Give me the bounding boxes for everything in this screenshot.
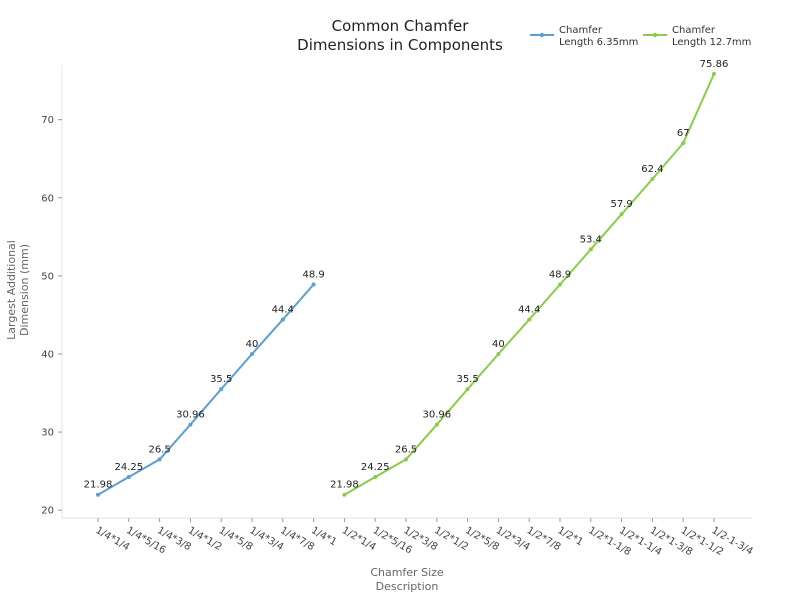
data-point[interactable] [96,492,100,497]
x-tick-label: 1/4*3/4 [248,525,286,553]
legend-swatch-marker [539,32,545,38]
x-tick-label: 1/4*7/8 [278,525,316,553]
data-point[interactable] [219,387,224,392]
chart-title-line: Common Chamfer [332,17,470,35]
series-line-2 [343,73,715,496]
x-tick-label: 1/2*5/8 [463,525,501,553]
series-layer [96,71,716,497]
data-point[interactable] [681,141,686,146]
data-point[interactable] [126,474,131,479]
data-point[interactable] [250,351,254,356]
data-label: 44.4 [272,305,294,316]
chart-title-line: Dimensions in Components [297,36,503,54]
data-label: 26.5 [148,444,170,455]
y-tick-label: 50 [41,271,54,282]
x-tick-label: 1/2*7/8 [525,525,563,553]
legend-label: Chamfer Length 12.7mm [672,25,751,48]
data-point[interactable] [434,422,439,427]
data-point[interactable] [588,247,593,252]
data-label: 75.86 [700,59,729,70]
legend-item-2[interactable]: Chamfer Length 12.7mm [643,25,751,48]
data-point[interactable] [527,317,532,322]
data-point[interactable] [342,492,347,497]
data-point[interactable] [712,71,716,76]
data-point[interactable] [280,317,285,322]
legend-label: Chamfer Length 6.35mm [559,25,638,48]
legend-item-1[interactable]: Chamfer Length 6.35mm [530,25,638,48]
data-label: 24.25 [114,462,143,473]
data-point[interactable] [404,457,408,462]
y-tick-label: 40 [41,349,54,360]
legend-label-line: Chamfer [672,25,716,36]
data-label: 30.96 [422,410,451,421]
data-point[interactable] [188,422,193,427]
x-axis-label-line: Chamfer Size [370,566,444,579]
data-label: 21.98 [84,480,113,491]
y-axis-label-line: Dimension (mm) [18,244,31,336]
data-label: 53.4 [580,234,602,245]
labels-layer: 21.9824.2526.530.9635.54044.448.921.9824… [84,59,729,491]
axes: 2030405060701/4*1/41/4*5/161/4*3/81/4*1/… [5,65,755,593]
data-label: 67 [677,128,690,139]
data-label: 24.25 [361,462,390,473]
data-point[interactable] [619,212,624,217]
x-tick-label: 1/2*1/2 [432,525,470,553]
data-point[interactable] [157,457,162,462]
y-axis-label-line: Largest Additional [5,240,18,340]
x-axis-label: Chamfer Size Description [370,566,444,593]
x-tick-label: 1/4*1/4 [94,525,132,553]
data-point[interactable] [465,387,470,392]
data-label: 48.9 [549,269,571,280]
data-label: 40 [492,339,505,350]
data-point[interactable] [558,282,562,287]
data-point[interactable] [373,474,378,479]
data-label: 26.5 [395,444,417,455]
x-tick-label: 1/4*1/2 [186,525,224,553]
data-label: 48.9 [302,269,324,280]
x-axis-label-line: Description [376,580,439,593]
data-label: 21.98 [330,480,359,491]
data-label: 35.5 [456,374,478,385]
data-point[interactable] [496,351,501,356]
data-point[interactable] [650,177,655,182]
y-tick-label: 60 [41,193,54,204]
data-label: 44.4 [518,305,540,316]
x-tick-label: 1/2*3/4 [494,525,532,553]
y-tick-label: 30 [41,428,54,439]
legend-label-line: Chamfer [559,25,603,36]
titles: Common Chamfer Dimensions in Components [297,17,503,54]
data-label: 35.5 [210,374,232,385]
data-label: 40 [246,339,259,350]
data-point[interactable] [311,282,316,287]
chart-title: Common Chamfer Dimensions in Components [297,17,503,54]
y-tick-label: 20 [41,506,54,517]
y-tick-label: 70 [41,115,54,126]
data-label: 62.4 [641,164,663,175]
data-label: 30.96 [176,410,205,421]
series-line-1 [97,283,315,496]
legend-label-line: Length 12.7mm [672,37,751,48]
x-tick-label: 1/4*5/8 [217,525,255,553]
legend-swatch-marker [652,32,658,38]
legend-label-line: Length 6.35mm [559,37,638,48]
data-label: 57.9 [610,199,632,210]
y-axis-label: Largest AdditionalDimension (mm) [5,240,31,340]
x-tick-label: 1/2*1/4 [340,525,378,553]
